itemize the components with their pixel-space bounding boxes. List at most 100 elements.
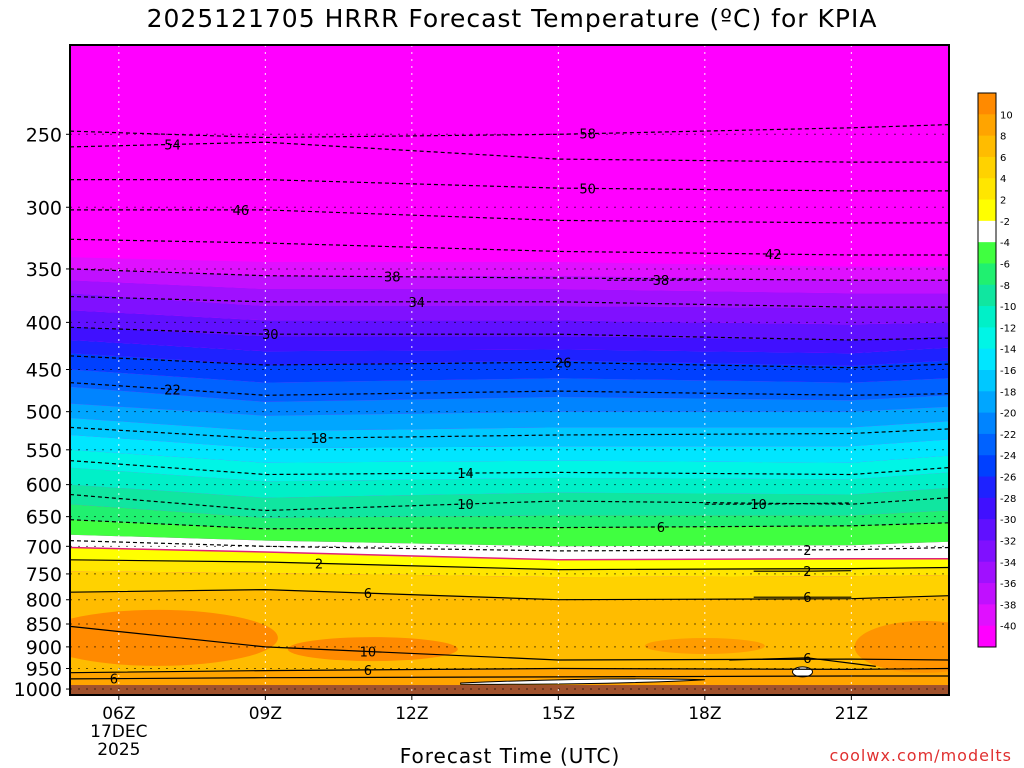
colorbar-swatch [978, 625, 996, 648]
colorbar-label: -26 [1000, 473, 1016, 484]
y-tick-label: 800 [26, 590, 62, 612]
contour-line [70, 179, 949, 192]
contour-line [70, 667, 949, 674]
source-credit[interactable]: coolwx.com/modelts [829, 746, 1012, 765]
contour-line [70, 268, 949, 281]
y-tick-label: 1000 [14, 679, 62, 701]
fill-band [70, 534, 949, 560]
colorbar-label: -28 [1000, 494, 1016, 505]
fill-band [70, 310, 949, 340]
fill-band [70, 268, 949, 294]
contour-line [70, 625, 949, 661]
contour-label: 10 [360, 646, 377, 661]
contour-line [70, 355, 949, 369]
contour-label: 34 [408, 296, 425, 311]
y-tick-label: 550 [26, 440, 62, 462]
x-tick-label: 15Z [542, 704, 575, 724]
y-tick-label: 500 [26, 402, 62, 424]
fill-band [70, 386, 949, 416]
fill-band [70, 280, 949, 309]
fill-band [70, 403, 949, 432]
colorbar-label: -10 [1000, 302, 1016, 313]
contour-line [70, 588, 949, 601]
colorbar-swatch [978, 220, 996, 243]
colorbar-label: 4 [1000, 174, 1006, 185]
contour-label: 38 [384, 271, 401, 286]
x-axis-title: Forecast Time (UTC) [399, 744, 621, 768]
contour-label: 6 [803, 652, 811, 667]
contour-label: 10 [457, 498, 474, 513]
warm-core-fill [287, 637, 458, 662]
warm-core-fill [854, 620, 949, 673]
colorbar-label: 10 [1000, 110, 1013, 121]
contour-label: 6 [110, 673, 118, 688]
contour-label: 6 [803, 591, 811, 606]
ground-fill [70, 685, 949, 695]
contour-line [70, 209, 949, 224]
contour-label: 58 [579, 128, 596, 143]
contour-line [70, 295, 949, 308]
colorbar-frame [977, 92, 997, 648]
y-tick-label: 350 [26, 259, 62, 281]
colorbar-swatch [978, 178, 996, 201]
contour-line [70, 238, 949, 256]
y-tick-label: 950 [26, 659, 62, 681]
contour-label: 22 [164, 383, 181, 398]
cool-pocket-fill [792, 666, 813, 678]
contour-line [70, 540, 949, 552]
contour-line [70, 141, 949, 163]
contour-line [729, 657, 876, 667]
colorbar-legend: 10 8 6 4 2 -2 -4 -6 -8 -10 -12 -14 -16 -18 -20 -22 -24 -2… [977, 92, 1016, 648]
colorbar-swatch [978, 93, 996, 115]
x-tick-label: 12Z [395, 704, 428, 724]
colorbar-swatch [978, 540, 996, 563]
contour-label: 30 [262, 328, 279, 343]
colorbar-swatch [978, 412, 996, 435]
contour-label: 2 [315, 557, 323, 572]
contour-line [70, 382, 949, 396]
colorbar-swatch [978, 561, 996, 584]
y-tick-label: 650 [26, 507, 62, 529]
warm-core-fill [644, 637, 765, 654]
colorbar-swatch [978, 476, 996, 499]
y-tick-label: 450 [26, 360, 62, 382]
colorbar-swatch [978, 306, 996, 328]
colorbar-label: -6 [1000, 259, 1010, 270]
colorbar-swatch [978, 199, 996, 222]
y-tick-label: 600 [26, 475, 62, 497]
colorbar-label: -2 [1000, 217, 1010, 228]
y-tick-label: 750 [26, 564, 62, 586]
colorbar-swatch [978, 433, 996, 456]
colorbar-swatch [978, 519, 996, 541]
contour-label: 2 [803, 544, 811, 559]
fill-band [70, 293, 949, 325]
x-tick-label: 06Z [102, 704, 135, 724]
fill-band [70, 340, 949, 366]
y-tick-label: 900 [26, 637, 62, 659]
colorbar-label: -4 [1000, 238, 1010, 249]
colorbar-label: -34 [1000, 558, 1016, 569]
colorbar-swatch [978, 370, 996, 392]
colorbar-swatch [978, 327, 996, 350]
colorbar-swatch [978, 242, 996, 264]
contour-line [70, 559, 949, 571]
contour-line [70, 519, 949, 530]
colorbar-label: -18 [1000, 387, 1016, 398]
contour-label: 42 [765, 248, 782, 263]
contour-label: 46 [233, 204, 250, 219]
colorbar-label: -14 [1000, 345, 1016, 356]
colorbar-label: -24 [1000, 451, 1016, 462]
colorbar-swatch [978, 604, 996, 627]
fill-band [70, 326, 949, 354]
cool-pocket-fill [460, 678, 705, 685]
y-tick-label: 250 [26, 124, 62, 146]
contour-label: 26 [555, 356, 572, 371]
colorbar-label: -32 [1000, 536, 1016, 547]
contour-label: 38 [653, 274, 670, 289]
x-tick-date-label: 17DEC [90, 722, 147, 742]
x-tick-label: 18Z [688, 704, 721, 724]
x-tick-year-label: 2025 [97, 740, 140, 760]
colorbar-label: -16 [1000, 366, 1016, 377]
